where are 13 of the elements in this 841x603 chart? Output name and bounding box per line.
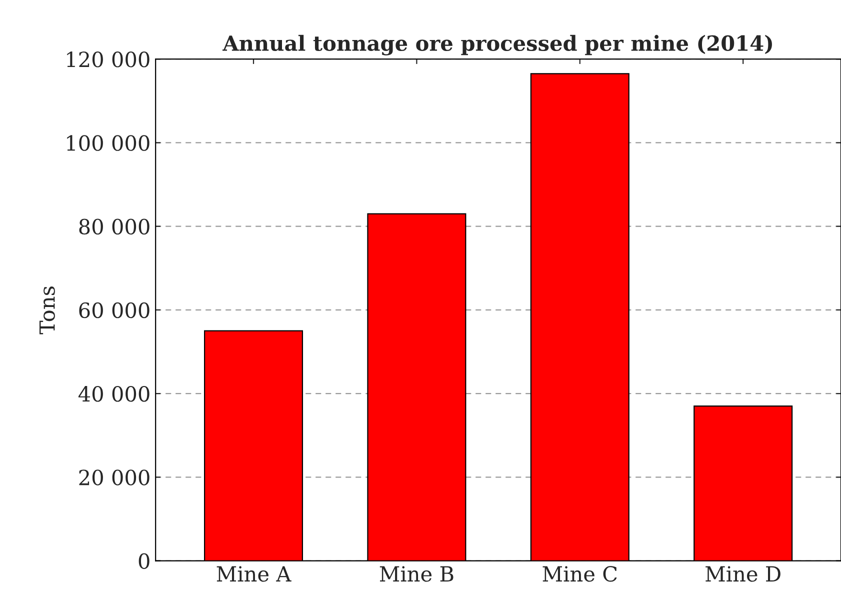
- chart-title: Annual tonnage ore processed per mine (2014): [222, 34, 772, 56]
- y-tick-label: 100 000: [67, 135, 150, 151]
- y-axis-title: Tons: [39, 286, 55, 334]
- y-tick-label: 20 000: [79, 470, 150, 486]
- y-tick-label: 80 000: [79, 218, 150, 235]
- x-tick-label: Mine D: [706, 566, 780, 582]
- y-tick-label: 40 000: [78, 386, 150, 402]
- y-tick-label: 120 000: [67, 52, 150, 68]
- x-tick-label: Mine B: [380, 566, 454, 582]
- y-tick-label: 0: [138, 553, 150, 569]
- x-tick-label: Mine C: [542, 566, 617, 582]
- x-tick-label: Mine A: [216, 566, 292, 582]
- y-tick-label: 60 000: [79, 302, 150, 318]
